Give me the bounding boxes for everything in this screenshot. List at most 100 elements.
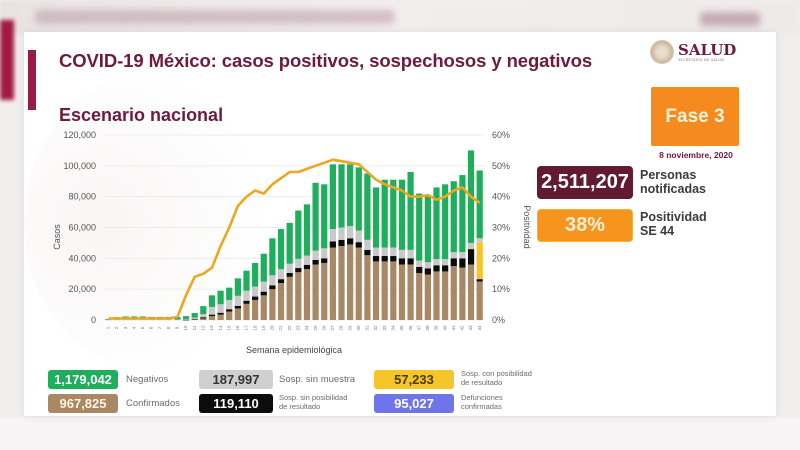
- personas-notificadas-value: 2,511,207: [537, 166, 633, 199]
- legend-label-line: de resultado: [279, 402, 321, 411]
- chart-title: Escenario nacional: [59, 105, 224, 125]
- kpi-label-line: SE 44: [640, 224, 675, 238]
- bar-segment: [355, 167, 362, 231]
- bar-segment: [424, 195, 431, 263]
- bar-segment: [252, 296, 259, 300]
- bar-segment: [476, 242, 483, 280]
- bar-segment: [416, 193, 423, 261]
- positividad-line: [108, 158, 481, 320]
- x-tick-label: 35: [399, 325, 404, 331]
- bar-segment: [295, 258, 302, 269]
- bar-segment: [269, 289, 276, 320]
- bar-segment: [433, 265, 440, 272]
- bar-segment: [364, 249, 371, 256]
- x-tick-label: 26: [321, 325, 326, 331]
- y2-tick-label: 30%: [492, 223, 510, 233]
- x-tick-label: 21: [278, 325, 283, 331]
- bar-segment: [217, 290, 224, 305]
- bar-segment: [295, 268, 302, 273]
- x-tick-label: 5: [140, 326, 145, 329]
- bar-segment: [442, 271, 449, 320]
- phase-badge: Fase 3: [651, 87, 739, 146]
- slide: COVID-19 México: casos positivos, sospec…: [24, 32, 776, 416]
- x-tick-label: 40: [442, 325, 447, 331]
- x-tick-label: 16: [235, 325, 240, 331]
- bar-segment: [329, 241, 336, 248]
- bar-segment: [338, 239, 345, 246]
- y2-tick-label: 20%: [492, 253, 510, 263]
- positividad-label: Positividad SE 44: [640, 210, 750, 238]
- bar-segment: [234, 305, 241, 309]
- bar-segment: [277, 279, 285, 283]
- bar-segment: [113, 319, 121, 321]
- x-tick-label: 15: [226, 325, 231, 331]
- x-tick-label: 30: [356, 325, 361, 331]
- x-tick-label: 19: [261, 325, 266, 331]
- bar-segment: [277, 283, 285, 320]
- x-tick-label: 44: [477, 325, 482, 331]
- bar-segment: [338, 227, 345, 240]
- bar-segment: [381, 256, 388, 262]
- bar-segment: [269, 285, 276, 290]
- bar-segment: [442, 184, 449, 260]
- bar-segment: [442, 265, 449, 272]
- bar-segment: [226, 299, 233, 310]
- bar-segment: [321, 258, 328, 263]
- x-tick-label: 22: [287, 325, 292, 331]
- bar-segment: [295, 210, 302, 259]
- legend-label-line: confirmadas: [461, 402, 502, 411]
- bar-segment: [174, 319, 181, 321]
- bar-segment: [277, 229, 285, 270]
- bar-segment: [424, 262, 431, 269]
- x-tick-label: 24: [304, 325, 309, 331]
- bar-segment: [459, 252, 466, 259]
- bar-segment: [260, 295, 267, 320]
- bar-segment: [372, 256, 380, 262]
- bar-segment: [200, 314, 207, 318]
- bar-segment: [252, 262, 259, 287]
- legend-confirmados-label: Confirmados: [126, 398, 180, 409]
- bar-segment: [347, 244, 354, 320]
- bar-segment: [260, 253, 267, 282]
- title-accent-bar: [28, 50, 36, 110]
- bar-segment: [442, 259, 449, 266]
- bar-segment: [217, 314, 224, 320]
- bar-segment: [476, 281, 483, 320]
- bar-segment: [407, 264, 414, 320]
- bar-segment: [372, 187, 380, 248]
- bar-segment: [364, 239, 371, 250]
- bar-segment: [407, 249, 414, 259]
- bar-segment: [286, 276, 293, 320]
- bar-segment: [355, 247, 362, 320]
- x-tick-label: 3: [123, 326, 128, 329]
- kpi-label-line: Positividad: [640, 210, 707, 224]
- legend-label-line: Sosp. sin posibilidad: [279, 393, 348, 402]
- bar-segment: [407, 172, 414, 250]
- bar-segment: [416, 266, 423, 273]
- bar-segment: [182, 318, 190, 320]
- bar-segment: [459, 175, 466, 253]
- bar-segment: [303, 204, 311, 256]
- bar-segment: [450, 258, 457, 267]
- bar-segment: [450, 252, 457, 259]
- bar-segment: [372, 261, 380, 320]
- logo-subtitle: SECRETARÍA DE SALUD: [678, 57, 725, 62]
- bar-segment: [191, 317, 198, 319]
- x-tick-label: 42: [460, 325, 465, 331]
- x-tick-label: 13: [209, 325, 214, 331]
- bar-segment: [364, 173, 371, 240]
- bar-segment: [450, 181, 457, 253]
- x-tick-label: 9: [175, 326, 180, 329]
- bar-segment: [476, 238, 483, 243]
- x-tick-label: 27: [330, 325, 335, 331]
- bar-segment: [122, 319, 129, 321]
- bar-segment: [312, 250, 319, 260]
- bar-segment: [303, 264, 311, 270]
- bar-segment: [208, 314, 216, 317]
- bar-segment: [321, 262, 328, 320]
- bar-segment: [226, 287, 233, 300]
- bar-segment: [329, 164, 336, 230]
- y-axis-title: Casos: [52, 224, 62, 250]
- bar-segment: [381, 247, 388, 257]
- bar-segment: [148, 319, 155, 321]
